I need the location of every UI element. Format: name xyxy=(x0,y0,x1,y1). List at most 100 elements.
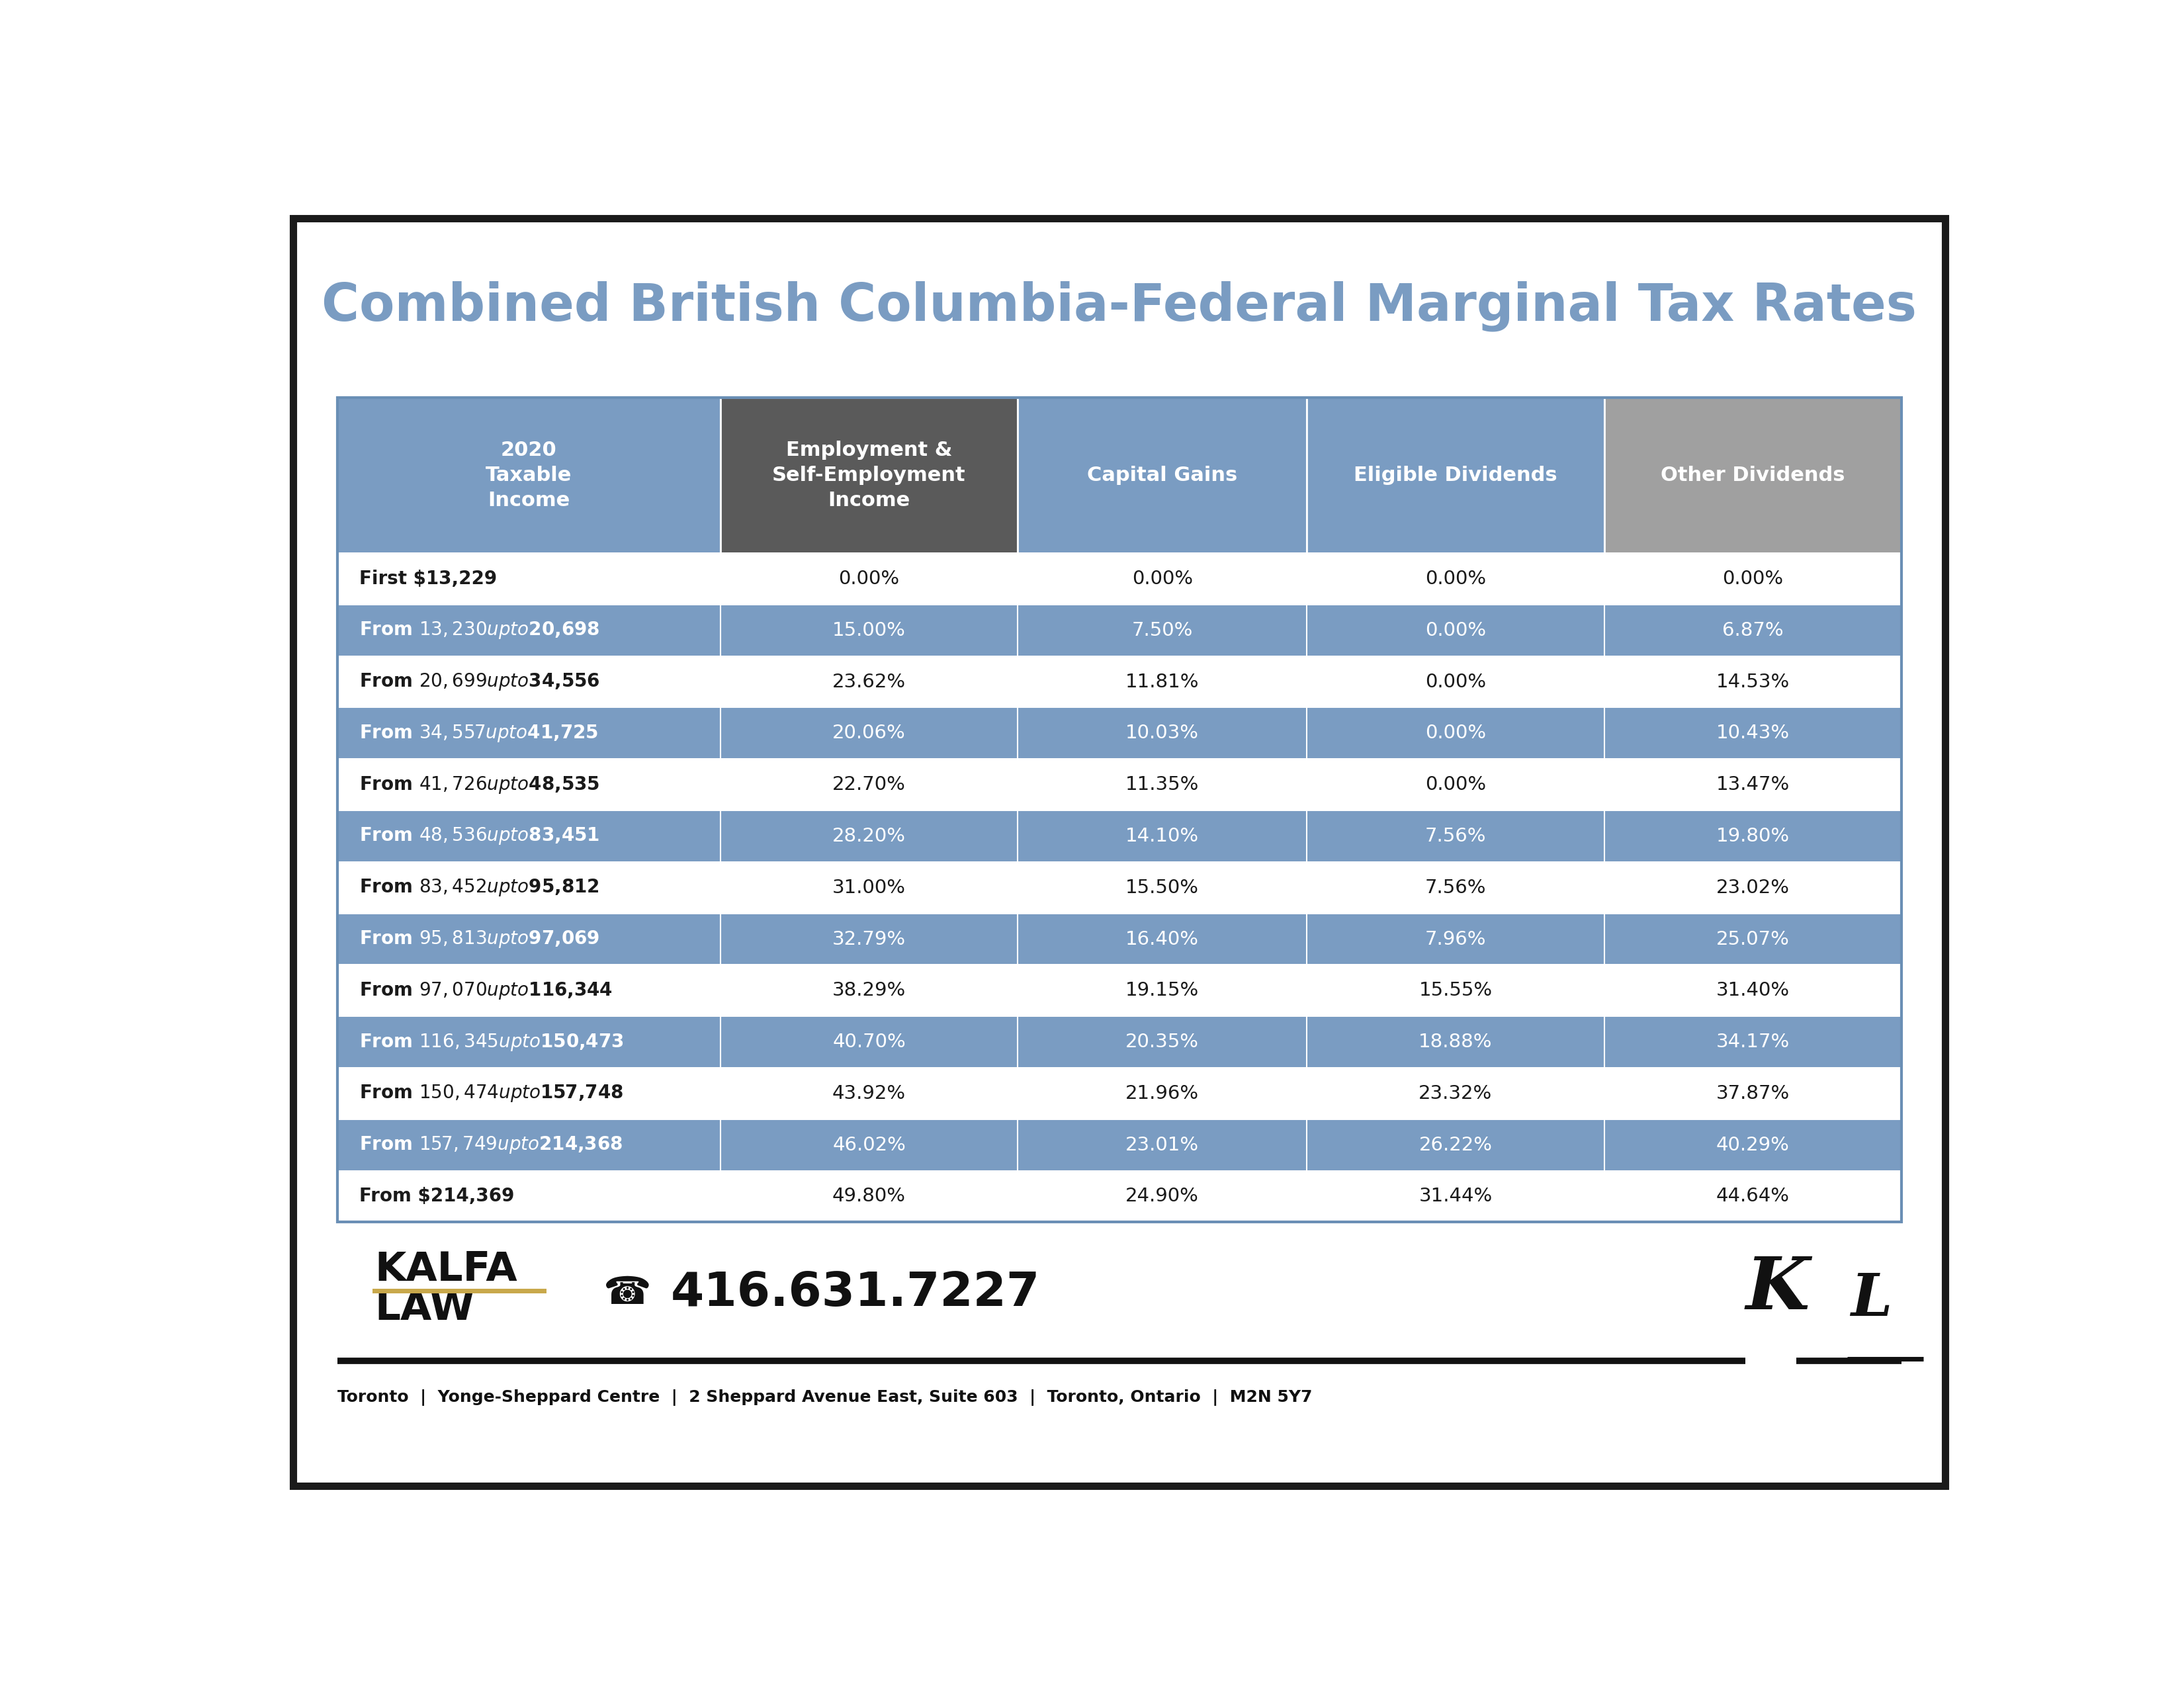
Text: 10.03%: 10.03% xyxy=(1125,724,1199,742)
Bar xyxy=(721,1068,1018,1118)
Bar xyxy=(336,553,721,604)
Bar xyxy=(1306,913,1603,965)
Bar xyxy=(336,707,721,759)
Bar xyxy=(1306,656,1603,707)
Text: Eligible Dividends: Eligible Dividends xyxy=(1354,466,1557,484)
Text: Other Dividends: Other Dividends xyxy=(1660,466,1845,484)
Bar xyxy=(721,965,1018,1016)
Bar xyxy=(1306,1118,1603,1171)
Bar xyxy=(1603,913,1902,965)
Text: From $95,813 up to $97,069: From $95,813 up to $97,069 xyxy=(360,930,601,950)
Text: 26.22%: 26.22% xyxy=(1420,1135,1492,1154)
Text: Combined British Columbia-Federal Marginal Tax Rates: Combined British Columbia-Federal Margin… xyxy=(321,282,1918,332)
Text: 15.00%: 15.00% xyxy=(832,621,906,639)
Text: 43.92%: 43.92% xyxy=(832,1085,906,1103)
Text: ☎: ☎ xyxy=(603,1274,651,1312)
Text: 13.47%: 13.47% xyxy=(1717,776,1789,795)
Text: 25.07%: 25.07% xyxy=(1717,930,1789,948)
Bar xyxy=(1018,759,1306,810)
Text: Employment &
Self-Employment
Income: Employment & Self-Employment Income xyxy=(773,440,965,509)
Text: 31.44%: 31.44% xyxy=(1420,1188,1492,1206)
Bar xyxy=(721,810,1018,862)
Bar xyxy=(1018,1118,1306,1171)
Bar xyxy=(1306,707,1603,759)
Bar xyxy=(1306,759,1603,810)
Text: 7.56%: 7.56% xyxy=(1424,879,1485,897)
Text: 6.87%: 6.87% xyxy=(1721,621,1784,639)
Bar xyxy=(721,913,1018,965)
Bar xyxy=(1018,810,1306,862)
Text: 49.80%: 49.80% xyxy=(832,1188,906,1206)
Bar xyxy=(336,656,721,707)
Bar xyxy=(1603,398,1902,553)
Bar xyxy=(1018,656,1306,707)
Bar xyxy=(1018,707,1306,759)
Bar xyxy=(1603,656,1902,707)
Bar xyxy=(721,656,1018,707)
Bar xyxy=(721,862,1018,913)
Bar xyxy=(336,965,721,1016)
Bar xyxy=(721,707,1018,759)
Bar xyxy=(1018,862,1306,913)
Bar xyxy=(1603,1068,1902,1118)
Text: 0.00%: 0.00% xyxy=(839,570,900,589)
Text: 2020
Taxable
Income: 2020 Taxable Income xyxy=(485,440,572,509)
Bar xyxy=(336,398,1902,1221)
Bar xyxy=(1018,1068,1306,1118)
Bar xyxy=(1603,553,1902,604)
Text: 19.80%: 19.80% xyxy=(1717,827,1789,845)
Text: 20.35%: 20.35% xyxy=(1125,1032,1199,1051)
Bar xyxy=(1306,1068,1603,1118)
Bar xyxy=(721,1171,1018,1221)
Text: 46.02%: 46.02% xyxy=(832,1135,906,1154)
Text: 22.70%: 22.70% xyxy=(832,776,906,795)
Text: 37.87%: 37.87% xyxy=(1717,1085,1789,1103)
Text: 23.02%: 23.02% xyxy=(1717,879,1789,897)
Bar xyxy=(1603,862,1902,913)
Bar xyxy=(1306,1171,1603,1221)
Text: L: L xyxy=(1850,1270,1891,1328)
Bar xyxy=(336,862,721,913)
Bar xyxy=(1018,1171,1306,1221)
Bar xyxy=(1603,707,1902,759)
Text: 14.10%: 14.10% xyxy=(1125,827,1199,845)
Text: 34.17%: 34.17% xyxy=(1717,1032,1789,1051)
Bar xyxy=(1018,398,1306,553)
Text: From $150,474 up to $157,748: From $150,474 up to $157,748 xyxy=(360,1083,622,1103)
Text: 28.20%: 28.20% xyxy=(832,827,906,845)
Text: 10.43%: 10.43% xyxy=(1717,724,1789,742)
Text: From $48,536 up to $83,451: From $48,536 up to $83,451 xyxy=(360,827,598,847)
Text: From $83,452 up to $95,812: From $83,452 up to $95,812 xyxy=(360,877,598,897)
Text: 14.53%: 14.53% xyxy=(1717,673,1789,692)
Bar xyxy=(1603,604,1902,656)
Text: From $116,345 up to $150,473: From $116,345 up to $150,473 xyxy=(360,1032,625,1053)
Bar xyxy=(336,913,721,965)
Text: 0.00%: 0.00% xyxy=(1723,570,1782,589)
Text: 0.00%: 0.00% xyxy=(1426,621,1485,639)
Bar xyxy=(1306,1016,1603,1068)
Text: 0.00%: 0.00% xyxy=(1426,570,1485,589)
Bar xyxy=(1603,1171,1902,1221)
Text: 19.15%: 19.15% xyxy=(1125,982,1199,1000)
Text: 7.50%: 7.50% xyxy=(1131,621,1192,639)
Bar xyxy=(336,604,721,656)
Bar xyxy=(1306,965,1603,1016)
Text: 0.00%: 0.00% xyxy=(1426,724,1485,742)
Text: 0.00%: 0.00% xyxy=(1426,776,1485,795)
Text: 416.631.7227: 416.631.7227 xyxy=(670,1270,1040,1316)
Text: 15.55%: 15.55% xyxy=(1420,982,1492,1000)
Bar xyxy=(1306,553,1603,604)
Bar xyxy=(1306,398,1603,553)
Bar xyxy=(721,1016,1018,1068)
Bar xyxy=(1018,965,1306,1016)
Text: 7.96%: 7.96% xyxy=(1424,930,1485,948)
Text: 23.01%: 23.01% xyxy=(1125,1135,1199,1154)
Text: 0.00%: 0.00% xyxy=(1426,673,1485,692)
Text: 20.06%: 20.06% xyxy=(832,724,906,742)
Bar xyxy=(1018,604,1306,656)
Text: 31.40%: 31.40% xyxy=(1717,982,1789,1000)
Text: 23.32%: 23.32% xyxy=(1420,1085,1492,1103)
Text: From $41,726 up to $48,535: From $41,726 up to $48,535 xyxy=(360,774,601,795)
Bar xyxy=(1603,965,1902,1016)
Bar xyxy=(1603,1118,1902,1171)
